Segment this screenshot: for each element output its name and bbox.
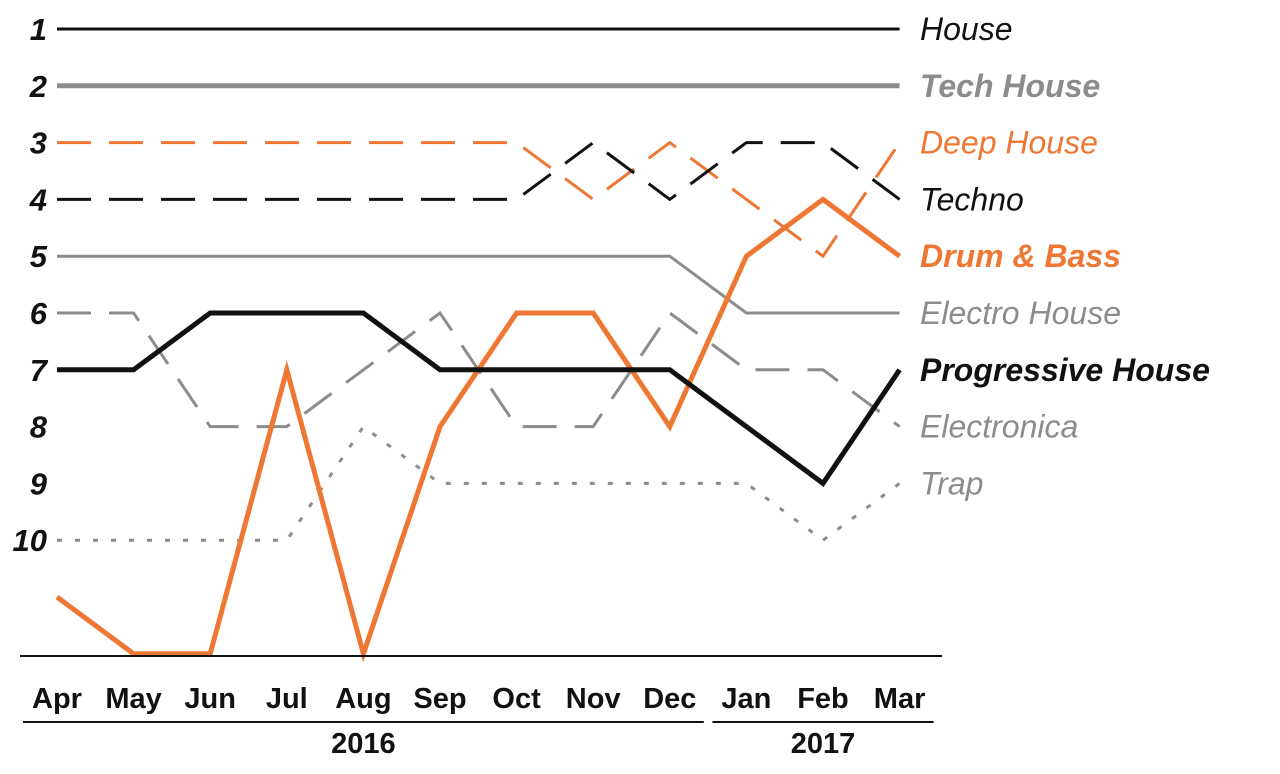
- legend-label-techno: Techno: [920, 181, 1024, 217]
- x-tick-label-jun: Jun: [184, 683, 236, 715]
- y-tick-label-9: 9: [30, 466, 48, 501]
- x-tick-label-dec: Dec: [643, 683, 696, 715]
- x-tick-label-aug: Aug: [335, 683, 391, 715]
- legend-label-drum-and-bass: Drum & Bass: [920, 238, 1121, 274]
- y-tick-label-8: 8: [30, 410, 48, 445]
- x-tick-label-nov: Nov: [566, 683, 621, 715]
- series-lines: [55, 27, 902, 663]
- series-line-deep-house: [57, 140, 901, 259]
- y-tick-label-1: 1: [30, 12, 47, 47]
- series-line-techno: [57, 140, 901, 202]
- y-axis-rank-labels: 1 2 3 4 5 6 7 8 9 10: [13, 12, 49, 558]
- x-tick-label-mar: Mar: [874, 683, 926, 715]
- y-tick-label-2: 2: [29, 69, 47, 104]
- x-tick-label-jul: Jul: [266, 683, 308, 715]
- x-tick-label-oct: Oct: [492, 683, 541, 715]
- series-line-electro-house: [57, 254, 900, 315]
- x-tick-label-apr: Apr: [32, 683, 82, 715]
- x-tick-label-feb: Feb: [797, 683, 849, 715]
- legend-label-deep-house: Deep House: [920, 125, 1098, 161]
- year-label-2017: 2017: [791, 728, 856, 760]
- legend-label-progressive-house: Progressive House: [920, 352, 1210, 388]
- x-axis-month-labels: Apr May Jun Jul Aug Sep Oct Nov Dec Jan Feb Mar: [32, 683, 925, 715]
- x-tick-label-may: May: [105, 683, 161, 715]
- series-line-progressive-house: [57, 310, 902, 487]
- x-tick-label-jan: Jan: [721, 683, 771, 715]
- series-line-drum-and-bass: [55, 196, 902, 663]
- legend-label-tech-house: Tech House: [920, 68, 1100, 104]
- legend-label-electro-house: Electro House: [920, 295, 1121, 331]
- x-tick-label-sep: Sep: [413, 683, 466, 715]
- legend-label-trap: Trap: [920, 465, 983, 501]
- series-legend-labels: House Tech House Deep House Techno Drum & Ba…: [920, 11, 1210, 501]
- year-label-2016: 2016: [331, 728, 396, 760]
- legend-label-electronica: Electronica: [920, 409, 1078, 445]
- y-tick-label-6: 6: [30, 296, 48, 331]
- y-tick-label-4: 4: [29, 182, 47, 217]
- x-axis-year-groups: 2016 2017: [23, 721, 934, 760]
- y-tick-label-7: 7: [30, 353, 49, 388]
- legend-label-house: House: [920, 11, 1013, 47]
- y-tick-label-5: 5: [30, 239, 48, 274]
- y-tick-label-3: 3: [30, 126, 47, 161]
- y-tick-label-10: 10: [13, 523, 47, 558]
